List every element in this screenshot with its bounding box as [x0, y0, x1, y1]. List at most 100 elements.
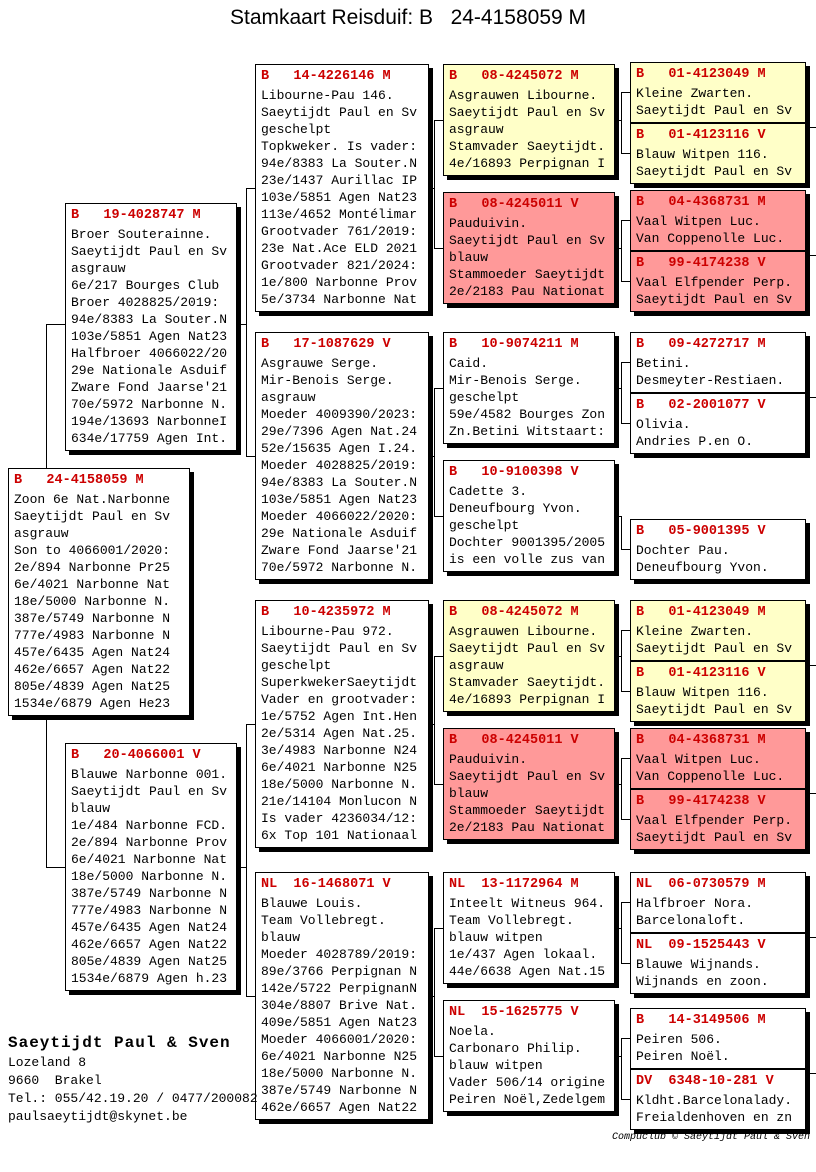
pedigree-text-line: Peiren Noël,Zedelgem	[449, 1092, 606, 1107]
box-body: Vaal Elfpender Perp. Saeytijdt Paul en Sv	[636, 274, 803, 308]
pedigree-connector-line	[806, 127, 816, 128]
pedigree-text-line: 387e/5749 Narbonne N	[261, 1083, 418, 1098]
pedigree-text-line: Dochter Pau.	[636, 543, 730, 558]
pedigree-text-line: Saeytijdt Paul en Sv	[636, 164, 793, 179]
box-great-grandfather-1: B 08-4245072 M Asgrauwen Libourne. Saeyti…	[443, 64, 615, 176]
pedigree-connector-line	[434, 656, 435, 785]
pedigree-text-line: Moeder 4066001/2020:	[261, 1032, 418, 1047]
pedigree-text-line: Vaal Witpen Luc.	[636, 214, 761, 229]
pedigree-text-line: Son to 4066001/2020:	[14, 543, 171, 558]
pedigree-text-line: 3e/4983 Narbonne N24	[261, 743, 418, 758]
pedigree-text-line: 777e/4983 Narbonne N	[14, 628, 171, 643]
box-gg-grandparent-1: B 01-4123049 M Kleine Zwarten. Saeytijdt …	[630, 62, 806, 123]
pedigree-text-line: Asgrauwe Serge.	[261, 356, 379, 371]
pedigree-text-line: 1e/5752 Agen Int.Hen	[261, 709, 418, 724]
pedigree-connector-line	[621, 758, 630, 759]
pedigree-text-line: 2e/894 Narbonne Prov	[71, 835, 228, 850]
pedigree-text-line: Blauwe Narbonne 001.	[71, 767, 228, 782]
pedigree-connector-line	[621, 902, 622, 964]
pedigree-text-line: 1534e/6879 Agen h.23	[71, 971, 228, 986]
pedigree-text-line: asgrauw	[71, 261, 126, 276]
pedigree-text-line: geschelpt	[261, 122, 332, 137]
ring-header: B 08-4245011 V	[449, 733, 579, 748]
box-body: Olivia. Andries P.en O.	[636, 416, 803, 450]
pedigree-text-line: Zoon 6e Nat.Narbonne	[14, 492, 171, 507]
pedigree-text-line: 103e/5851 Agen Nat23	[71, 329, 228, 344]
pedigree-connector-line	[434, 928, 435, 1057]
owner-phone: Tel.: 055/42.19.20 / 0477/200082	[8, 1091, 258, 1106]
ring-header: B 99-4174238 V	[636, 256, 766, 271]
pedigree-text-line: Asgrauwen Libourne.	[449, 88, 598, 103]
box-great-grandmother-2: B 10-9100398 V Cadette 3. Deneufbourg Yvo…	[443, 460, 615, 572]
pedigree-text-line: 113e/4652 Montélimar	[261, 207, 418, 222]
pedigree-text-line: Saeytijdt Paul en Sv	[261, 641, 418, 656]
pedigree-text-line: geschelpt	[449, 518, 520, 533]
pedigree-text-line: 89e/3766 Perpignan N	[261, 964, 418, 979]
box-maternal-grandmother: NL 16-1468071 V Blauwe Louis. Team Volleb…	[255, 872, 429, 1120]
pedigree-text-line: is een volle zus van	[449, 552, 606, 567]
pedigree-text-line: 18e/5000 Narbonne N.	[261, 1066, 418, 1081]
pedigree-text-line: Wijnands en zoon.	[636, 974, 769, 989]
ring-header: B 17-1087629 V	[261, 337, 391, 352]
pedigree-text-line: 18e/5000 Narbonne N.	[71, 869, 228, 884]
box-body: Blauwe Louis. Team Vollebregt. blauw Moeder…	[261, 895, 426, 1116]
pedigree-text-line: Blauwe Louis.	[261, 896, 363, 911]
box-father: B 19-4028747 M Broer Souterainne. Saeytij…	[65, 203, 237, 451]
pedigree-text-line: Saeytijdt Paul en Sv	[449, 641, 606, 656]
pedigree-connector-line	[621, 902, 630, 903]
ring-header: B 20-4066001 V	[71, 748, 201, 763]
pedigree-text-line: 387e/5749 Narbonne N	[71, 886, 228, 901]
pedigree-connector-line	[434, 516, 443, 517]
ring-header: B 10-4235972 M	[261, 605, 391, 620]
pedigree-text-line: Saeytijdt Paul en Sv	[449, 769, 606, 784]
pedigree-text-line: Van Coppenolle Luc.	[636, 231, 785, 246]
pedigree-connector-line	[429, 188, 435, 189]
box-mother: B 20-4066001 V Blauwe Narbonne 001. Saeyt…	[65, 743, 237, 991]
pedigree-connector-line	[429, 996, 435, 997]
pedigree-connector-line	[621, 362, 630, 363]
pedigree-text-line: Peiren Noël.	[636, 1049, 730, 1064]
pedigree-text-line: 142e/5722 PerpignanN	[261, 981, 418, 996]
pedigree-connector-line	[621, 691, 630, 692]
box-body: Inteelt Witneus 964. Team Vollebregt. blau…	[449, 895, 612, 980]
pedigree-text-line: SuperkwekerSaeytijdt	[261, 675, 418, 690]
pedigree-connector-line	[237, 867, 247, 868]
pedigree-text-line: Mir-Benois Serge.	[261, 373, 394, 388]
ring-header: B 08-4245011 V	[449, 197, 579, 212]
pedigree-text-line: Saeytijdt Paul en Sv	[71, 244, 228, 259]
pedigree-text-line: Deneufbourg Yvon.	[636, 560, 769, 575]
pedigree-connector-line	[615, 516, 622, 517]
pedigree-text-line: 1e/800 Narbonne Prov	[261, 275, 418, 290]
pedigree-connector-line	[621, 92, 630, 93]
box-body: Betini. Desmeyter-Restiaen.	[636, 355, 803, 389]
pedigree-text-line: Grootvader 821/2024:	[261, 258, 418, 273]
ring-header: NL 13-1172964 M	[449, 877, 579, 892]
pedigree-text-line: asgrauw	[449, 122, 504, 137]
pedigree-connector-line	[46, 867, 66, 868]
pedigree-connector-line	[429, 724, 435, 725]
pedigree-text-line: 6e/4021 Narbonne Nat	[71, 852, 228, 867]
pedigree-text-line: Moeder 4028825/2019:	[261, 458, 418, 473]
pedigree-text-line: 1534e/6879 Agen He23	[14, 696, 171, 711]
pedigree-text-line: Dochter 9001395/2005	[449, 535, 606, 550]
ring-header: B 02-2001077 V	[636, 398, 766, 413]
pedigree-text-line: Vaal Elfpender Perp.	[636, 813, 793, 828]
pedigree-connector-line	[434, 120, 435, 249]
pedigree-connector-line	[621, 281, 630, 282]
pedigree-text-line: 194e/13693 NarbonneI	[71, 414, 228, 429]
pedigree-text-line: Is vader 4236034/12:	[261, 811, 418, 826]
pedigree-text-line: asgrauw	[449, 658, 504, 673]
box-gg-grandparent-15: DV 6348-10-281 V Kldht.Barcelonalady. Fre…	[630, 1069, 806, 1130]
pedigree-text-line: Freialdenhoven en zn	[636, 1110, 793, 1125]
pedigree-text-line: Kleine Zwarten.	[636, 86, 754, 101]
box-great-grandfather-3: B 08-4245072 M Asgrauwen Libourne. Saeyti…	[443, 600, 615, 712]
pedigree-text-line: blauw	[71, 801, 111, 816]
box-great-grandmother-3: B 08-4245011 V Pauduivin. Saeytijdt Paul …	[443, 728, 615, 840]
pedigree-text-line: Team Vollebregt.	[449, 913, 574, 928]
pedigree-connector-line	[434, 928, 443, 929]
box-body: Noela. Carbonaro Philip. blauw witpen Vader…	[449, 1023, 612, 1108]
ring-header: B 01-4123116 V	[636, 128, 766, 143]
pedigree-connector-line	[621, 819, 630, 820]
pedigree-text-line: Broer 4028825/2019:	[71, 295, 220, 310]
pedigree-text-line: 44e/6638 Agen Nat.15	[449, 964, 606, 979]
